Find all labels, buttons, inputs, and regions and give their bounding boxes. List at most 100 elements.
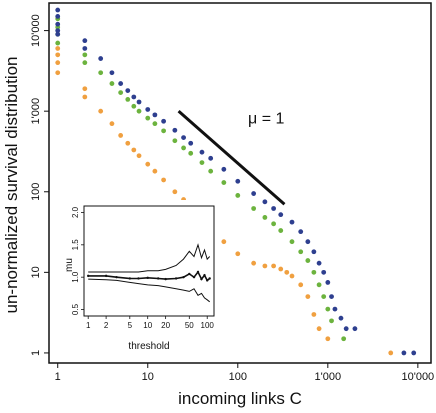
data-point-green: [82, 60, 88, 66]
data-point-blue: [325, 280, 331, 285]
data-point-orange: [55, 70, 61, 76]
data-point-green: [251, 206, 257, 211]
data-point-blue: [145, 107, 151, 112]
data-point-orange: [55, 60, 61, 66]
data-point-green: [131, 103, 137, 109]
data-point-blue: [262, 199, 268, 205]
x-tick-label: 1'000: [315, 371, 342, 383]
y-tick-label: 10: [30, 266, 42, 278]
inset-x-tick-label: 20: [161, 321, 170, 330]
inset-y-tick-label: 1.5: [71, 239, 80, 251]
plot-frame: [48, 2, 432, 364]
data-point-green: [311, 269, 317, 275]
data-point-blue: [278, 212, 284, 218]
data-point-orange: [55, 46, 61, 51]
data-point-green: [305, 258, 311, 263]
data-point-blue: [98, 56, 104, 61]
x-tick-label: 10: [142, 371, 154, 383]
data-point-blue: [55, 14, 61, 19]
x-axis: 1 10 100 1'000 10'000: [55, 363, 434, 383]
annotation-mu: μ = 1: [248, 111, 284, 128]
y-axis-title: un-normalized survival distribution: [2, 56, 21, 313]
inset-x-axis: 1 2 5 10 20 50 100: [86, 316, 214, 330]
data-point-blue: [221, 166, 227, 172]
inset-point: [146, 276, 149, 280]
data-point-blue: [352, 326, 358, 332]
y-tick-label: 1: [30, 350, 42, 356]
data-point-orange: [145, 161, 151, 167]
data-point-blue: [172, 127, 178, 133]
data-point-blue: [161, 118, 167, 124]
inset-y-tick-label: 2.0: [71, 206, 80, 218]
inset-point: [208, 277, 211, 280]
data-point-blue: [131, 94, 137, 100]
inset-point: [104, 274, 108, 278]
data-point-orange: [325, 336, 331, 342]
data-point-orange: [98, 108, 104, 114]
y-tick-label: 100: [30, 183, 42, 201]
data-point-green: [181, 145, 186, 151]
data-point-orange: [289, 273, 295, 279]
x-tick-label: 1: [55, 371, 61, 383]
data-point-green: [321, 294, 327, 300]
inset-point: [188, 272, 191, 276]
inset-chart: 1 2 5 10 20 50 100 0.5 1.0 1.5 2.0 threshold mu: [64, 200, 220, 352]
data-point-orange: [251, 260, 257, 266]
data-point-green: [325, 306, 331, 312]
data-point-green: [55, 40, 61, 46]
data-point-blue: [55, 28, 61, 33]
data-point-green: [235, 193, 241, 198]
data-point-blue: [316, 260, 322, 266]
reference-line-group: [177, 110, 286, 206]
data-point-green: [199, 160, 205, 166]
data-point-green: [109, 81, 115, 86]
data-point-blue: [251, 191, 257, 196]
data-point-green: [161, 128, 167, 134]
data-point-green: [221, 180, 227, 185]
inset-point: [203, 274, 206, 277]
data-point-green: [98, 70, 104, 76]
series-group: [55, 7, 417, 356]
data-point-blue: [118, 81, 124, 86]
data-point-orange: [388, 350, 394, 356]
data-point-orange: [161, 177, 167, 183]
data-point-blue: [235, 178, 241, 184]
data-point-green: [289, 239, 295, 245]
inset-x-tick-label: 1: [86, 321, 91, 330]
data-point-blue: [82, 38, 88, 44]
inset-point: [137, 277, 140, 280]
inset-line-upper: [88, 243, 211, 273]
inset-point: [206, 279, 209, 282]
inset-x-tick-label: 50: [185, 321, 194, 330]
data-point-orange: [316, 326, 322, 332]
inset-x-tick-label: 10: [143, 321, 152, 330]
data-point-orange: [55, 52, 61, 58]
data-point-green: [341, 336, 347, 342]
data-point-blue: [188, 140, 194, 146]
data-point-green: [278, 228, 284, 233]
data-point-blue: [298, 229, 304, 235]
x-tick-label: 10'000: [401, 371, 434, 383]
inset-x-tick-label: 2: [104, 321, 109, 330]
inset-point: [200, 277, 203, 281]
data-point-orange: [118, 133, 124, 138]
inset-point: [156, 277, 160, 280]
data-point-orange: [262, 263, 268, 269]
inset-point: [174, 277, 178, 280]
inset-x-title: threshold: [128, 341, 169, 352]
data-point-blue: [401, 350, 407, 356]
inset-series-group: [87, 243, 211, 303]
data-point-orange: [82, 86, 88, 92]
data-point-orange: [278, 266, 284, 272]
data-point-blue: [343, 326, 349, 332]
inset-x-tick-label: 100: [201, 321, 215, 330]
data-point-orange: [305, 294, 311, 300]
data-point-orange: [172, 189, 178, 195]
data-point-blue: [332, 306, 338, 312]
data-point-blue: [136, 99, 142, 105]
data-point-orange: [311, 312, 317, 317]
data-point-green: [298, 249, 304, 255]
data-point-blue: [152, 112, 158, 118]
inset-point: [128, 277, 131, 280]
data-point-orange: [131, 147, 137, 153]
